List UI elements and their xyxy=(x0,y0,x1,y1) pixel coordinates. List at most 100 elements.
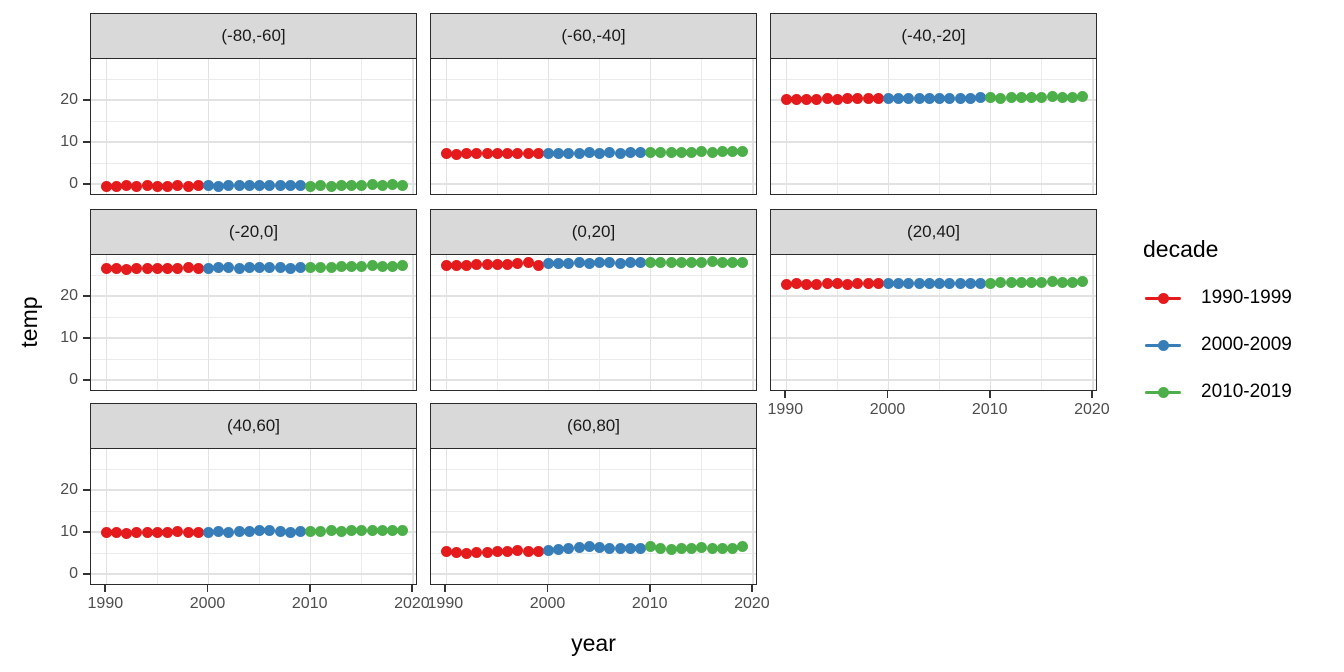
gridline-x-major xyxy=(412,255,414,390)
y-axis-tick xyxy=(83,489,90,492)
data-point xyxy=(954,92,966,104)
data-point xyxy=(274,180,286,192)
data-point xyxy=(162,527,174,539)
gridline-x-minor xyxy=(836,59,838,194)
gridline-y-minor xyxy=(91,468,416,470)
y-axis-tick-label: 0 xyxy=(69,565,78,583)
gridline-y-minor xyxy=(431,274,756,276)
data-point xyxy=(893,92,905,104)
data-point xyxy=(985,277,997,289)
data-point xyxy=(315,526,327,538)
data-point xyxy=(696,541,708,553)
gridline-y-major xyxy=(771,379,1096,381)
data-point xyxy=(397,260,409,272)
gridline-y-major xyxy=(431,379,756,381)
data-point xyxy=(386,179,398,190)
gridline-x-major xyxy=(207,255,210,390)
data-point xyxy=(461,547,473,559)
legend-key-icon xyxy=(1145,337,1181,353)
facet-strip-label: (-20,0] xyxy=(228,222,279,241)
data-point xyxy=(512,258,524,270)
data-point xyxy=(131,180,143,192)
data-point xyxy=(985,92,997,104)
gridline-y-major xyxy=(91,379,416,381)
gridline-y-major xyxy=(431,531,756,533)
gridline-x-minor xyxy=(259,449,261,584)
gridline-x-minor xyxy=(939,59,941,194)
y-axis-tick xyxy=(83,295,90,298)
data-point xyxy=(696,256,708,268)
data-point xyxy=(553,147,565,159)
gridline-x-major xyxy=(207,449,210,584)
data-point xyxy=(141,262,153,274)
x-axis-tick xyxy=(104,585,107,592)
data-point xyxy=(532,259,544,271)
x-axis-title: year xyxy=(571,630,616,656)
data-point xyxy=(182,526,194,538)
gridline-y-minor xyxy=(431,78,756,80)
data-point xyxy=(821,93,833,105)
data-point xyxy=(481,147,493,159)
data-point xyxy=(502,147,514,159)
data-point xyxy=(1036,276,1048,288)
data-point xyxy=(675,257,687,269)
y-axis-tick-label: 20 xyxy=(60,91,78,109)
data-point xyxy=(213,526,225,538)
facet-panel xyxy=(90,255,417,391)
gridline-x-minor xyxy=(836,255,838,390)
data-point xyxy=(111,263,123,275)
gridline-x-major xyxy=(887,255,890,390)
data-point xyxy=(934,277,946,289)
gridline-x-minor xyxy=(259,59,261,194)
data-point xyxy=(883,278,895,290)
gridline-x-major xyxy=(1092,255,1094,390)
data-point xyxy=(594,257,606,269)
gridline-x-minor xyxy=(701,449,703,584)
gridline-y-major xyxy=(431,99,756,101)
gridline-x-major xyxy=(105,449,108,584)
data-point xyxy=(346,524,358,536)
y-axis-tick-label: 20 xyxy=(60,287,78,305)
data-point xyxy=(502,545,514,557)
gridline-y-major xyxy=(431,489,756,491)
data-point xyxy=(491,148,503,160)
data-point xyxy=(791,278,803,290)
data-point xyxy=(974,277,986,289)
data-point xyxy=(634,257,646,269)
data-point xyxy=(172,180,184,192)
gridline-y-minor xyxy=(431,468,756,470)
data-point xyxy=(614,257,626,269)
data-point xyxy=(913,277,925,289)
gridline-x-major xyxy=(649,59,652,194)
data-point xyxy=(532,147,544,159)
x-axis-tick xyxy=(1090,391,1093,398)
data-point xyxy=(563,542,575,554)
legend-label: 2000-2009 xyxy=(1201,334,1292,355)
data-point xyxy=(716,146,728,158)
data-point xyxy=(872,93,884,105)
data-point xyxy=(100,263,112,275)
x-axis-tick xyxy=(546,585,549,592)
data-point xyxy=(254,525,266,537)
data-point xyxy=(223,180,235,192)
facet-panel xyxy=(770,59,1097,195)
data-point xyxy=(151,262,163,274)
gridline-x-minor xyxy=(361,449,363,584)
y-axis-tick-label: 0 xyxy=(69,371,78,389)
data-point xyxy=(172,526,184,538)
x-axis-tick xyxy=(886,391,889,398)
facet-strip-label: (-80,-60] xyxy=(221,26,286,45)
data-point xyxy=(440,546,452,558)
data-point xyxy=(923,92,935,104)
x-axis-tick xyxy=(206,585,209,592)
data-point xyxy=(397,179,409,191)
x-axis-tick-label: 2020 xyxy=(734,595,770,612)
data-point xyxy=(366,179,378,191)
data-point xyxy=(471,547,483,559)
gridline-y-major xyxy=(91,573,416,575)
facet-strip: (20,40] xyxy=(770,209,1097,255)
data-point xyxy=(852,93,864,105)
gridline-x-minor xyxy=(599,59,601,194)
gridline-x-major xyxy=(105,59,108,194)
data-point xyxy=(182,261,194,273)
